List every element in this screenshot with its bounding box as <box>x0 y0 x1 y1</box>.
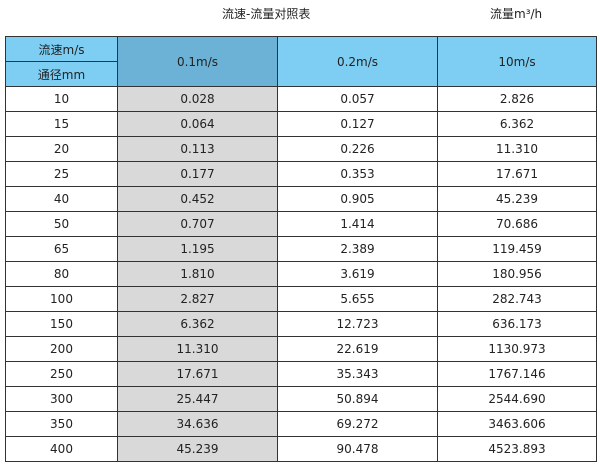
flow-cell: 45.239 <box>117 436 278 462</box>
flow-cell: 45.239 <box>437 186 597 212</box>
flow-cell: 0.028 <box>117 86 278 112</box>
flow-cell: 90.478 <box>277 436 438 462</box>
flow-cell: 0.452 <box>117 186 278 212</box>
flow-cell: 0.064 <box>117 111 278 137</box>
diameter-cell: 10 <box>5 86 118 112</box>
column-header: 0.1m/s <box>117 36 278 87</box>
flow-cell: 636.173 <box>437 311 597 337</box>
flow-cell: 0.707 <box>117 211 278 237</box>
table-row: 300 25.447 50.894 2544.690 <box>5 386 597 412</box>
table-row: 15 0.064 0.127 6.362 <box>5 111 597 137</box>
flow-cell: 0.127 <box>277 111 438 137</box>
column-header: 0.2m/s <box>277 36 438 87</box>
table-row: 40 0.452 0.905 45.239 <box>5 186 597 212</box>
flow-cell: 1.195 <box>117 236 278 262</box>
flow-cell: 3.619 <box>277 261 438 287</box>
diameter-cell: 15 <box>5 111 118 137</box>
flow-cell: 1.414 <box>277 211 438 237</box>
diameter-cell: 400 <box>5 436 118 462</box>
unit-label: 流量m³/h <box>490 7 543 21</box>
flow-cell: 1130.973 <box>437 336 597 362</box>
table-row: 25 0.177 0.353 17.671 <box>5 161 597 187</box>
flow-cell: 0.905 <box>277 186 438 212</box>
table-row: 150 6.362 12.723 636.173 <box>5 311 597 337</box>
flow-cell: 0.226 <box>277 136 438 162</box>
table-row: 80 1.810 3.619 180.956 <box>5 261 597 287</box>
flow-cell: 35.343 <box>277 361 438 387</box>
flow-cell: 2.389 <box>277 236 438 262</box>
flow-cell: 119.459 <box>437 236 597 262</box>
diameter-cell: 80 <box>5 261 118 287</box>
flow-cell: 1.810 <box>117 261 278 287</box>
flow-cell: 34.636 <box>117 411 278 437</box>
flow-table: 流速m/s 0.1m/s 0.2m/s 10m/s 通径mm 10 0.028 0.… <box>5 36 597 462</box>
flow-cell: 282.743 <box>437 286 597 312</box>
flow-cell: 12.723 <box>277 311 438 337</box>
flow-cell: 180.956 <box>437 261 597 287</box>
flow-cell: 3463.606 <box>437 411 597 437</box>
column-header: 10m/s <box>437 36 597 87</box>
table-row: 100 2.827 5.655 282.743 <box>5 286 597 312</box>
diameter-header: 通径mm <box>5 61 118 87</box>
table-row: 20 0.113 0.226 11.310 <box>5 136 597 162</box>
flow-cell: 0.057 <box>277 86 438 112</box>
diameter-cell: 20 <box>5 136 118 162</box>
flow-cell: 50.894 <box>277 386 438 412</box>
flow-cell: 1767.146 <box>437 361 597 387</box>
flow-cell: 11.310 <box>437 136 597 162</box>
diameter-cell: 150 <box>5 311 118 337</box>
velocity-header: 流速m/s <box>5 36 118 62</box>
diameter-cell: 200 <box>5 336 118 362</box>
flow-cell: 17.671 <box>437 161 597 187</box>
diameter-cell: 25 <box>5 161 118 187</box>
table-row: 200 11.310 22.619 1130.973 <box>5 336 597 362</box>
table-row: 250 17.671 35.343 1767.146 <box>5 361 597 387</box>
flow-cell: 6.362 <box>437 111 597 137</box>
flow-cell: 2.827 <box>117 286 278 312</box>
diameter-cell: 300 <box>5 386 118 412</box>
diameter-cell: 250 <box>5 361 118 387</box>
diameter-cell: 350 <box>5 411 118 437</box>
flow-cell: 22.619 <box>277 336 438 362</box>
flow-cell: 70.686 <box>437 211 597 237</box>
flow-cell: 4523.893 <box>437 436 597 462</box>
flow-cell: 25.447 <box>117 386 278 412</box>
flow-cell: 2.826 <box>437 86 597 112</box>
diameter-cell: 50 <box>5 211 118 237</box>
flow-cell: 0.353 <box>277 161 438 187</box>
table-row: 350 34.636 69.272 3463.606 <box>5 411 597 437</box>
diameter-cell: 40 <box>5 186 118 212</box>
flow-cell: 11.310 <box>117 336 278 362</box>
table-row: 10 0.028 0.057 2.826 <box>5 86 597 112</box>
diameter-cell: 100 <box>5 286 118 312</box>
diameter-cell: 65 <box>5 236 118 262</box>
flow-cell: 0.113 <box>117 136 278 162</box>
flow-cell: 17.671 <box>117 361 278 387</box>
flow-cell: 6.362 <box>117 311 278 337</box>
table-row: 50 0.707 1.414 70.686 <box>5 211 597 237</box>
table-title: 流速-流量对照表 <box>222 7 311 21</box>
table-row: 400 45.239 90.478 4523.893 <box>5 436 597 462</box>
flow-cell: 69.272 <box>277 411 438 437</box>
table-row: 65 1.195 2.389 119.459 <box>5 236 597 262</box>
flow-cell: 2544.690 <box>437 386 597 412</box>
flow-cell: 0.177 <box>117 161 278 187</box>
flow-cell: 5.655 <box>277 286 438 312</box>
